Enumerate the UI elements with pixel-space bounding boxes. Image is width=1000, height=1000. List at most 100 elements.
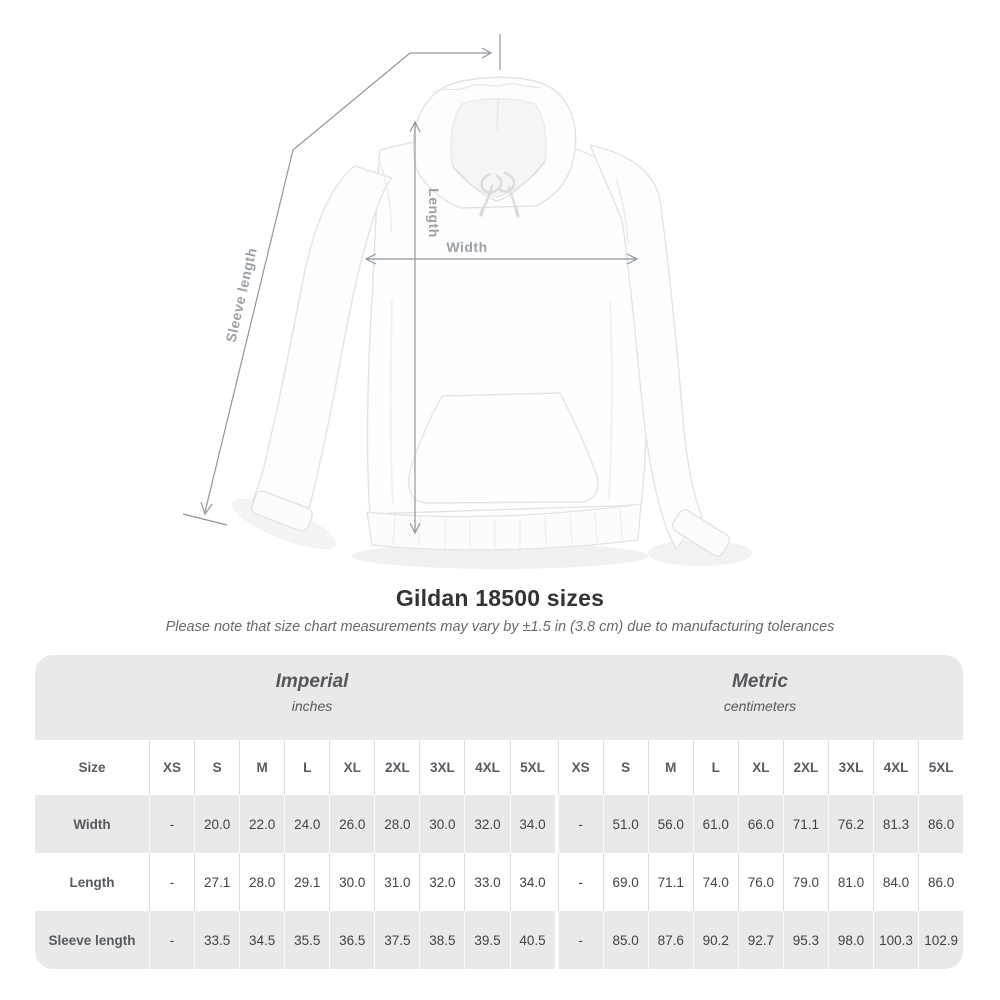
table-cell: 20.0 xyxy=(194,795,239,853)
group-divider xyxy=(554,740,558,795)
table-cell: 28.0 xyxy=(239,853,284,911)
metric-unit: centimeters xyxy=(723,698,797,714)
table-cell: 37.5 xyxy=(374,911,419,969)
size-col-header: L xyxy=(284,740,329,795)
metric-group-header: Metric centimeters xyxy=(724,671,796,714)
table-cell: 38.5 xyxy=(419,911,464,969)
metric-label: Metric xyxy=(732,671,788,692)
size-col-header: S xyxy=(194,740,239,795)
left-cuff xyxy=(251,490,313,532)
size-col-header: 2XL xyxy=(374,740,419,795)
table-cell: 34.0 xyxy=(509,853,555,911)
row-label: Sleeve length xyxy=(48,932,136,948)
arrowhead-right xyxy=(481,47,493,59)
table-cell: 27.1 xyxy=(194,853,239,911)
table-row-sleeve-length: Sleeve length - 33.5 34.5 35.5 36.5 37.5… xyxy=(35,911,963,969)
table-cell: - xyxy=(557,911,603,969)
drawstrings xyxy=(479,171,520,218)
arrowhead-up xyxy=(409,120,421,133)
table-cell: 81.0 xyxy=(827,853,873,911)
table-cell: 30.0 xyxy=(419,795,464,853)
imperial-group-header: Imperial inches xyxy=(276,671,349,714)
table-cell: 33.0 xyxy=(464,853,509,911)
table-row-width: Width - 20.0 22.0 24.0 26.0 28.0 30.0 32… xyxy=(35,795,963,853)
table-cell: 92.7 xyxy=(737,911,783,969)
table-cell: 98.0 xyxy=(827,911,873,969)
unit-group-header: Imperial inches Metric centimeters xyxy=(35,655,963,740)
hem-ribbing xyxy=(392,508,623,549)
size-col-header: 2XL xyxy=(782,740,828,795)
sleeve-length-label: Sleeve length xyxy=(222,246,259,344)
cuff-tick xyxy=(182,513,228,526)
table-cell: 26.0 xyxy=(329,795,374,853)
size-col-header: XL xyxy=(737,740,783,795)
table-row-length: Length - 27.1 28.0 29.1 30.0 31.0 32.0 3… xyxy=(35,853,963,911)
arrowhead-down xyxy=(409,522,421,535)
size-header: Size xyxy=(78,760,106,775)
table-cell: 51.0 xyxy=(602,795,648,853)
size-col-header: L xyxy=(692,740,738,795)
size-col-header: 5XL xyxy=(918,740,963,795)
row-label: Width xyxy=(73,816,111,832)
hood-inner xyxy=(450,98,547,198)
size-col-header: XS xyxy=(557,740,603,795)
table-cell: 71.1 xyxy=(647,853,693,911)
length-arrow xyxy=(409,120,421,535)
right-cuff xyxy=(672,509,730,557)
size-col-header: 3XL xyxy=(419,740,464,795)
row-label: Length xyxy=(69,874,115,890)
kangaroo-pocket xyxy=(407,392,599,504)
table-cell: 66.0 xyxy=(737,795,783,853)
size-col-header: 5XL xyxy=(509,740,555,795)
right-sleeve xyxy=(589,144,703,550)
size-col-header: XL xyxy=(329,740,374,795)
table-cell: 39.5 xyxy=(464,911,509,969)
table-cell: 69.0 xyxy=(602,853,648,911)
table-cell: 24.0 xyxy=(284,795,329,853)
sleeve-length-arrow xyxy=(182,34,501,526)
size-col-header: M xyxy=(239,740,284,795)
table-cell: 76.0 xyxy=(737,853,783,911)
table-cell: 36.5 xyxy=(329,911,374,969)
size-col-header: M xyxy=(647,740,693,795)
table-cell: 71.1 xyxy=(782,795,828,853)
table-cell: 32.0 xyxy=(419,853,464,911)
table-cell: 32.0 xyxy=(464,795,509,853)
imperial-unit: inches xyxy=(291,698,333,714)
length-label: Length xyxy=(426,188,442,238)
group-divider xyxy=(554,911,558,969)
table-cell: - xyxy=(557,795,603,853)
size-col-header: S xyxy=(602,740,648,795)
armhole-seams xyxy=(377,155,629,244)
table-cell: 87.6 xyxy=(647,911,693,969)
table-cell: 79.0 xyxy=(782,853,828,911)
hem-band xyxy=(366,503,642,551)
table-cell: - xyxy=(149,911,194,969)
size-col-header: 3XL xyxy=(827,740,873,795)
table-cell: 34.0 xyxy=(509,795,555,853)
group-divider xyxy=(554,853,558,911)
table-cell: 35.5 xyxy=(284,911,329,969)
table-cell: 81.3 xyxy=(873,795,918,853)
width-arrow xyxy=(364,253,639,265)
arrowhead-left xyxy=(364,253,377,265)
table-cell: 34.5 xyxy=(239,911,284,969)
table-cell: 95.3 xyxy=(782,911,828,969)
size-table: Imperial inches Metric centimeters Size … xyxy=(35,655,963,969)
table-cell: 90.2 xyxy=(692,911,738,969)
width-label: Width xyxy=(446,239,487,255)
table-cell: 33.5 xyxy=(194,911,239,969)
hoodie-illustration: Sleeve length Length Width xyxy=(182,34,752,569)
table-cell: 102.9 xyxy=(918,911,963,969)
table-cell: 29.1 xyxy=(284,853,329,911)
table-cell: 28.0 xyxy=(374,795,419,853)
size-col-header: 4XL xyxy=(873,740,918,795)
table-cell: 100.3 xyxy=(873,911,918,969)
table-cell: - xyxy=(149,853,194,911)
table-cell: 84.0 xyxy=(873,853,918,911)
table-cell: 22.0 xyxy=(239,795,284,853)
size-col-header: 4XL xyxy=(464,740,509,795)
imperial-label: Imperial xyxy=(275,671,349,692)
table-cell: 31.0 xyxy=(374,853,419,911)
